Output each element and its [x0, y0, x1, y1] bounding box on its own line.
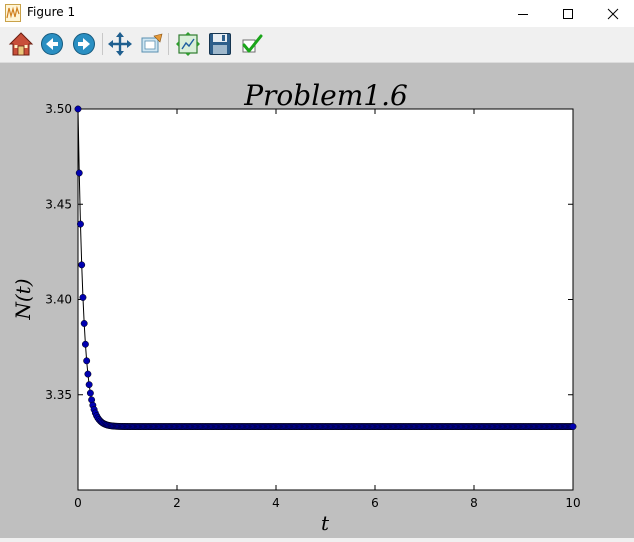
data-point	[81, 340, 89, 348]
axes-background[interactable]	[77, 108, 574, 491]
x-tick-label: 2	[173, 496, 181, 510]
zoom-rect-icon	[141, 33, 163, 53]
edit-axis-button[interactable]	[238, 30, 266, 58]
data-point	[79, 294, 87, 301]
toolbar-separator	[168, 33, 169, 55]
status-strip	[0, 538, 634, 542]
x-tick-label: 10	[565, 496, 580, 510]
y-tick-label: 3.35	[45, 388, 72, 402]
subplots-button[interactable]	[174, 30, 202, 58]
plot-title: Problem1.6	[243, 79, 408, 112]
forward-button[interactable]	[70, 30, 98, 58]
data-point	[77, 220, 84, 228]
y-axis-label: N(t)	[11, 278, 35, 320]
back-button[interactable]	[38, 30, 66, 58]
navigation-toolbar	[0, 27, 634, 63]
minimize-icon	[518, 13, 528, 15]
data-point	[84, 370, 92, 378]
minimize-button[interactable]	[500, 0, 546, 27]
home-button[interactable]	[7, 30, 35, 58]
pan-button[interactable]	[106, 30, 134, 58]
window-title: Figure 1	[27, 5, 76, 19]
data-point	[83, 357, 91, 365]
data-point	[569, 423, 577, 431]
x-tick-label: 6	[371, 496, 379, 510]
plot-svg: Problem1.6 0 2 4 6 8 10 3.35 3.40 3.45 3.50 t N(t…	[11, 79, 581, 535]
x-axis-label: t	[321, 511, 330, 535]
maximize-button[interactable]	[545, 0, 591, 27]
x-tick-label: 0	[74, 496, 82, 510]
data-point	[78, 261, 86, 269]
back-arrow-icon	[41, 33, 63, 55]
y-tick-label: 3.40	[45, 293, 72, 307]
data-point	[74, 105, 82, 113]
close-button[interactable]	[590, 0, 634, 27]
pan-arrows-icon	[108, 32, 132, 56]
toolbar-separator	[102, 33, 103, 55]
figure-canvas[interactable]: Problem1.6 0 2 4 6 8 10 3.35 3.40 3.45 3.50 t N(t…	[0, 63, 634, 538]
close-icon	[607, 8, 619, 19]
floppy-save-icon	[209, 33, 231, 55]
data-point	[86, 389, 94, 397]
x-tick-label: 8	[470, 496, 478, 510]
checkmark-edit-icon	[242, 34, 263, 53]
y-tick-label: 3.50	[45, 102, 72, 116]
axis-ticks: 0 2 4 6 8 10 3.35 3.40 3.45 3.50	[45, 102, 580, 510]
save-button[interactable]	[206, 30, 234, 58]
title-bar[interactable]: Figure 1	[0, 0, 634, 27]
data-series	[74, 105, 577, 431]
data-point	[85, 381, 93, 389]
subplots-config-icon	[176, 32, 200, 56]
home-icon	[8, 32, 34, 56]
zoom-button[interactable]	[138, 30, 166, 58]
forward-arrow-icon	[73, 33, 95, 55]
y-tick-label: 3.45	[45, 197, 72, 211]
x-tick-label: 4	[272, 496, 280, 510]
maximize-icon	[563, 8, 573, 19]
matplotlib-app-icon	[5, 4, 21, 22]
data-point	[75, 169, 83, 177]
data-point	[80, 320, 88, 327]
